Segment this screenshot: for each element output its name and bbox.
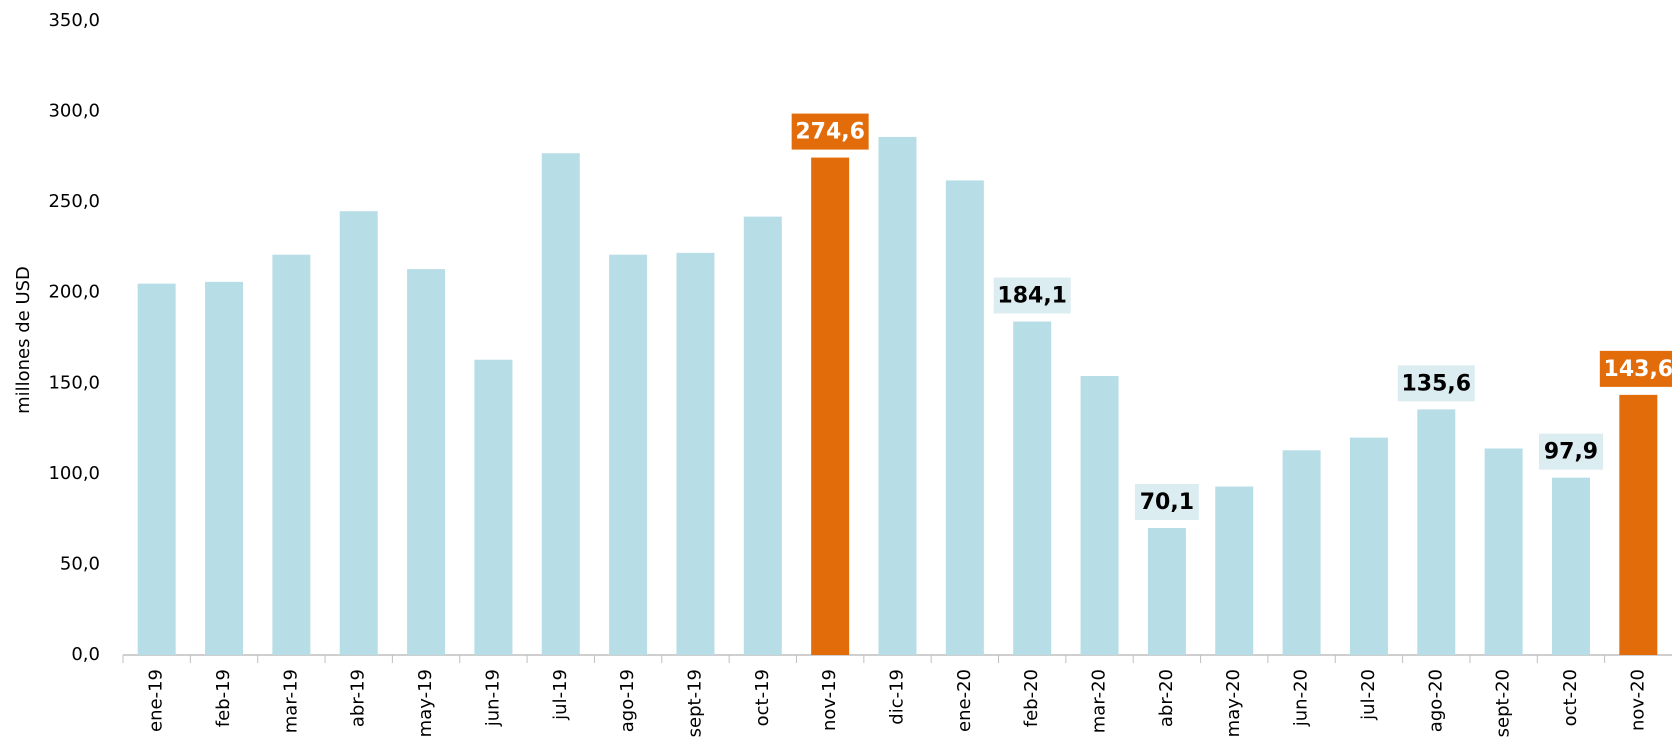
x-tick-label: abr-19 — [348, 669, 369, 727]
y-tick-label: 250,0 — [48, 191, 100, 212]
bar — [945, 180, 984, 656]
value-label: 143,6 — [1604, 357, 1672, 382]
bar — [205, 281, 244, 655]
value-label-box — [1538, 433, 1603, 470]
x-tick-label: ago-19 — [617, 669, 638, 732]
x-tick-label: sept-19 — [684, 669, 705, 737]
x-tick-label: mar-19 — [280, 669, 301, 733]
x-tick-label: feb-19 — [213, 669, 234, 727]
bar — [1484, 448, 1523, 655]
value-label: 274,6 — [795, 120, 865, 145]
bar — [1147, 528, 1186, 655]
value-label-box — [1134, 484, 1199, 521]
value-label: 70,1 — [1140, 490, 1194, 515]
bar — [743, 216, 782, 656]
bar — [1282, 450, 1321, 655]
x-tick-label: feb-20 — [1021, 669, 1042, 727]
x-tick-label: abr-20 — [1156, 669, 1177, 727]
x-tick-label: oct-19 — [752, 669, 773, 726]
bar — [811, 157, 850, 655]
x-tick-label: nov-20 — [1627, 669, 1648, 731]
x-tick-label: may-20 — [1223, 669, 1244, 737]
y-tick-label: 50,0 — [60, 553, 100, 574]
bar — [272, 254, 311, 655]
x-tick-label: ago-20 — [1425, 669, 1446, 732]
y-tick-label: 100,0 — [48, 463, 100, 484]
bar — [1417, 409, 1456, 655]
bar — [137, 283, 176, 655]
value-label-box — [993, 277, 1071, 314]
x-tick-label: ene-19 — [146, 669, 167, 732]
x-tick-label: sept-20 — [1493, 669, 1514, 737]
value-label: 97,9 — [1544, 440, 1598, 465]
y-tick-label: 300,0 — [48, 101, 100, 122]
y-tick-label: 150,0 — [48, 372, 100, 393]
bar — [676, 252, 715, 655]
bar — [407, 269, 446, 655]
bar — [878, 136, 917, 656]
value-label-box — [1397, 365, 1475, 402]
bar — [1551, 477, 1590, 655]
value-label-box — [1599, 350, 1672, 387]
bar — [1215, 486, 1254, 655]
x-tick-label: oct-20 — [1560, 669, 1581, 726]
y-axis-label: millones de USD — [13, 266, 34, 414]
y-tick-label: 0,0 — [71, 644, 100, 665]
bar — [474, 359, 513, 655]
x-tick-label: ene-20 — [954, 669, 975, 732]
x-tick-label: may-19 — [415, 669, 436, 737]
y-tick-label: 350,0 — [48, 10, 100, 31]
bar — [609, 254, 648, 655]
bar — [1013, 321, 1052, 655]
x-tick-label: mar-20 — [1089, 669, 1110, 733]
x-tick-label: jul-20 — [1358, 669, 1379, 721]
bar — [1349, 437, 1388, 655]
y-tick-label: 200,0 — [48, 282, 100, 303]
bar — [1619, 394, 1658, 655]
bar — [1080, 376, 1119, 655]
x-tick-label: jul-19 — [550, 669, 571, 721]
value-label-box — [791, 113, 869, 150]
x-tick-label: dic-19 — [887, 669, 908, 725]
bar — [541, 153, 580, 655]
value-label: 135,6 — [1401, 371, 1471, 396]
x-tick-label: nov-19 — [819, 669, 840, 731]
value-label: 184,1 — [997, 284, 1067, 309]
x-tick-label: jun-20 — [1291, 669, 1312, 727]
bar — [339, 211, 378, 655]
x-tick-label: jun-19 — [482, 669, 503, 727]
